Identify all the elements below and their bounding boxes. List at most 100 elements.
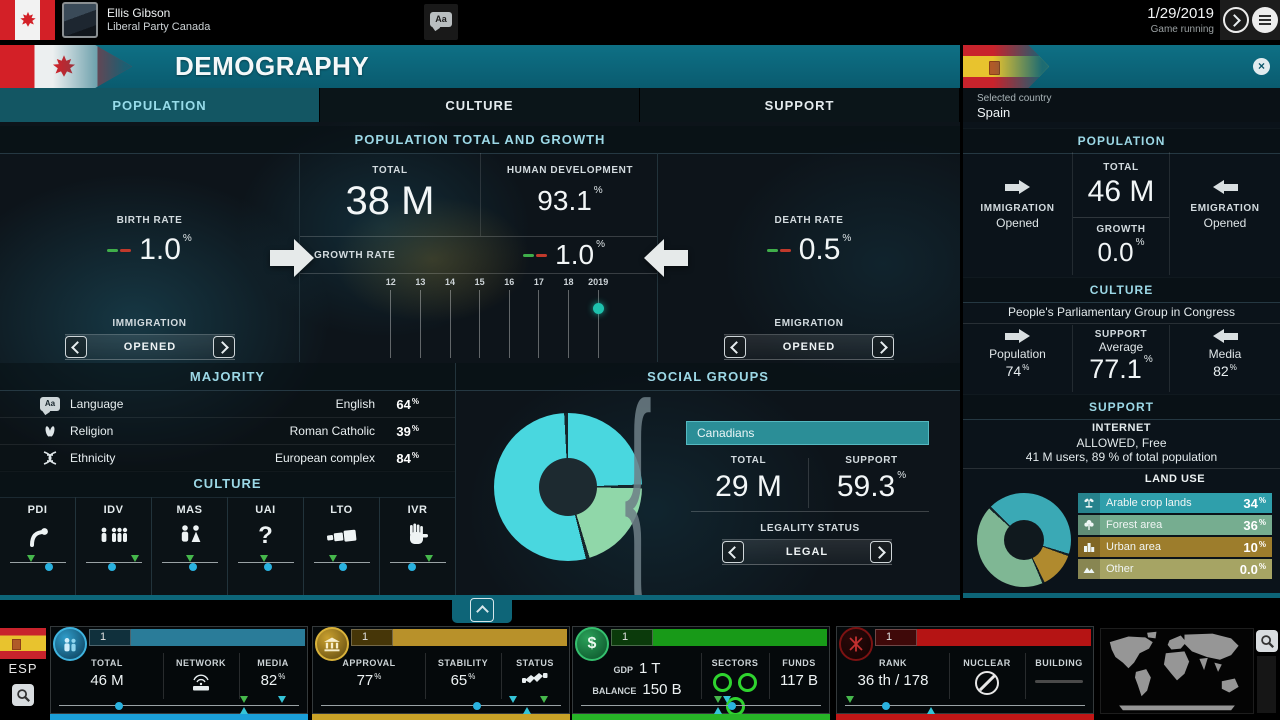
- chat-icon: Aa: [430, 12, 452, 27]
- immigration-value: OPENED: [123, 341, 177, 353]
- legality-value: LEGAL: [785, 546, 829, 558]
- zoom-country-button[interactable]: [12, 684, 34, 706]
- immigration-decrease-button[interactable]: [65, 336, 87, 358]
- population-support-value: 74%: [1005, 363, 1030, 379]
- country-panel-header: ×: [963, 45, 1280, 88]
- player-avatar[interactable]: [62, 2, 98, 38]
- trend-icon: [766, 249, 791, 253]
- human-development-label: HUMAN DEVELOPMENT: [506, 165, 634, 176]
- military-bar: [917, 629, 1091, 646]
- cp-population-support-cell: Population 74%: [963, 325, 1073, 392]
- bottom-section-military[interactable]: 1 RANK 36 th / 178 NUCLEAR BUILDING: [836, 626, 1094, 720]
- close-button[interactable]: ×: [1253, 58, 1270, 75]
- politics-badge: 1: [351, 629, 393, 646]
- growth-rate-row: GROWTH RATE 1.0%: [300, 236, 657, 274]
- demography-header: DEMOGRAPHY: [0, 45, 960, 88]
- government-icon: [315, 627, 349, 661]
- internet-status: ALLOWED, Free: [1076, 436, 1167, 450]
- tab-culture[interactable]: CULTURE: [320, 88, 640, 122]
- tab-population[interactable]: POPULATION: [0, 88, 320, 122]
- urban-icon: [1078, 537, 1100, 557]
- demography-slider[interactable]: [59, 696, 299, 715]
- majority-row-religion: Religion Roman Catholic 39%: [0, 418, 455, 445]
- play-button[interactable]: [1223, 7, 1249, 33]
- immigration-increase-button[interactable]: [213, 336, 235, 358]
- nuclear-stat: NUCLEAR: [949, 653, 1026, 699]
- media-stat: MEDIA 82%: [257, 658, 289, 689]
- politics-slider[interactable]: [321, 696, 561, 715]
- map-scroll-strip: [1257, 656, 1276, 713]
- emigration-decrease-button[interactable]: [724, 336, 746, 358]
- language-icon: Aa: [40, 397, 60, 411]
- stability-stat: STABILITY 65%: [425, 653, 502, 699]
- game-date-block: 1/29/2019 Game running: [1147, 5, 1214, 35]
- culture-dim-pdi: PDI: [0, 497, 76, 595]
- bottom-section-politics[interactable]: 1 APPROVAL 77% STABILITY 65% STATUS: [312, 626, 570, 720]
- handshake-icon: [501, 671, 569, 692]
- approval-stat: APPROVAL 77%: [313, 653, 426, 699]
- media-support-value: 82%: [1213, 363, 1237, 379]
- media-arrow-icon: [1212, 329, 1238, 344]
- status-stat: STATUS: [501, 653, 569, 699]
- culture-dim-mas: MAS: [152, 497, 228, 595]
- land-use-row-crops: Arable crop lands 34%: [1078, 493, 1272, 513]
- bottom-section-economy[interactable]: $ 1 GDP 1 T BALANCE 150 B SECTORS FUNDS 11…: [572, 626, 830, 720]
- bottom-section-demography[interactable]: 1 TOTAL 46 M NETWORK MEDIA 82%: [50, 626, 308, 720]
- immigration-arrow-icon: [1004, 180, 1031, 195]
- majority-row-ethnicity: Ethnicity European complex 84%: [0, 445, 455, 472]
- uai-question-icon: ?: [258, 522, 273, 549]
- emigration-increase-button[interactable]: [872, 336, 894, 358]
- legality-stepper: LEGAL: [722, 539, 892, 565]
- cp-total-growth-cell: TOTAL 46 M GROWTH 0.0%: [1073, 152, 1170, 275]
- trend-icon: [107, 249, 132, 253]
- culture-dim-idv: IDV: [76, 497, 152, 595]
- growth-rate-label: GROWTH RATE: [314, 249, 396, 261]
- human-development-value: 93.1%: [537, 185, 603, 216]
- growth-rate-value: 1.0%: [523, 239, 605, 271]
- emigration-stepper: OPENED: [724, 334, 894, 360]
- majority-row-language: Aa Language English 64%: [0, 391, 455, 418]
- tab-support[interactable]: SUPPORT: [640, 88, 960, 122]
- birth-rate-value: 1.0%: [0, 233, 299, 267]
- selected-country-block: Selected country Spain: [963, 88, 1280, 122]
- legality-increase-button[interactable]: [870, 541, 892, 563]
- emigration-value: OPENED: [782, 341, 836, 353]
- cp-support-title: SUPPORT: [963, 394, 1280, 420]
- military-slider[interactable]: [845, 696, 1085, 715]
- culture-title: CULTURE: [0, 470, 455, 498]
- death-rate-value: 0.5%: [658, 233, 960, 267]
- player-name: Ellis Gibson: [107, 6, 171, 20]
- game-date: 1/29/2019: [1147, 5, 1214, 22]
- time-controls: [1220, 0, 1280, 40]
- ethnicity-icon: [38, 451, 62, 465]
- economy-slider[interactable]: [581, 696, 821, 715]
- land-use-row-urban: Urban area 10%: [1078, 537, 1272, 557]
- growth-timeline: 12 13 14 15 16 17 18 2019: [376, 277, 613, 358]
- population-icon: [53, 627, 87, 661]
- emigration-label: EMIGRATION: [774, 318, 844, 329]
- economy-badge: 1: [611, 629, 653, 646]
- cp-support-average-cell: SUPPORT Average 77.1%: [1073, 325, 1170, 392]
- chat-button[interactable]: Aa: [424, 4, 458, 40]
- crops-icon: [1078, 493, 1100, 513]
- death-rate-label: DEATH RATE: [774, 215, 844, 226]
- birth-rate-label: BIRTH RATE: [116, 215, 183, 226]
- total-value: 38 M: [345, 179, 435, 223]
- menu-button[interactable]: [1252, 7, 1278, 33]
- group-item-canadians[interactable]: Canadians: [686, 421, 929, 445]
- forest-icon: [1078, 515, 1100, 535]
- background-glow: [0, 122, 960, 595]
- culture-dim-uai: UAI ?: [228, 497, 304, 595]
- social-groups-donut-chart: [494, 413, 642, 561]
- other-land-icon: [1078, 559, 1100, 579]
- canada-flag: [0, 0, 55, 40]
- zoom-map-button[interactable]: [1256, 630, 1278, 652]
- birth-immigration-cell: BIRTH RATE 1.0% IMMIGRATION OPENED: [0, 153, 300, 362]
- congress-group: People's Parliamentary Group in Congress: [963, 301, 1280, 324]
- world-map[interactable]: [1100, 628, 1254, 714]
- cp-media-support-cell: Media 82%: [1170, 325, 1280, 392]
- legality-decrease-button[interactable]: [722, 541, 744, 563]
- collapse-button[interactable]: [470, 598, 494, 622]
- military-icon: [839, 627, 873, 661]
